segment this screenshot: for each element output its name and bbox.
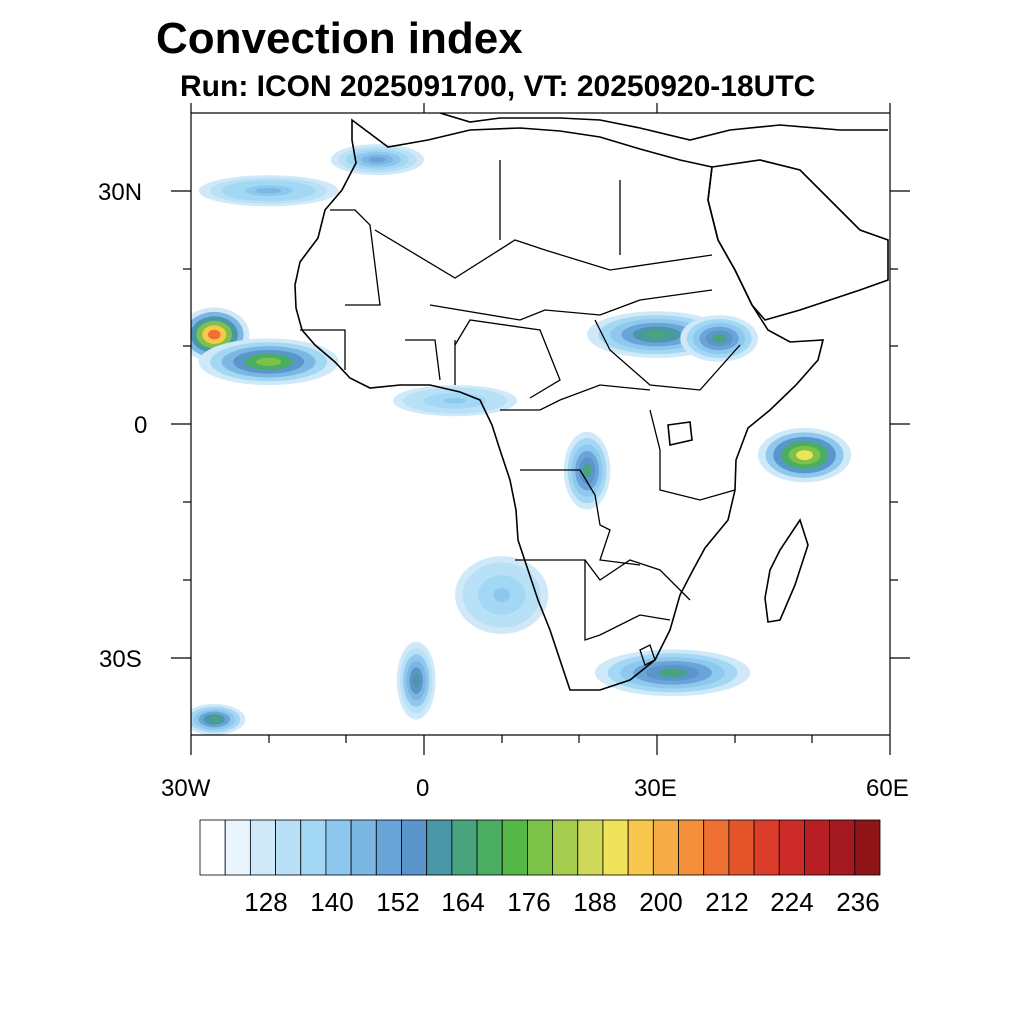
convection-contour	[582, 463, 592, 478]
colorbar-swatch	[804, 819, 831, 876]
africa-coastline	[294, 118, 825, 691]
chart-subtitle: Run: ICON 2025091700, VT: 20250920-18UTC	[180, 70, 816, 103]
convection-contour	[369, 156, 386, 163]
colorbar-swatch	[249, 819, 276, 876]
colorbar-swatch	[224, 819, 251, 876]
convection-contour	[493, 588, 511, 603]
colorbar-swatch	[753, 819, 780, 876]
madagascar-coastline	[764, 518, 809, 623]
colorbar-swatch	[728, 819, 755, 876]
chart-title: Convection index	[156, 14, 523, 63]
lon-label-30w: 30W	[161, 775, 211, 802]
colorbar-swatch	[350, 819, 377, 876]
colorbar-swatch	[627, 819, 654, 876]
colorbar-swatch	[678, 819, 705, 876]
colorbar-swatch	[275, 819, 302, 876]
colorbar-swatch	[426, 819, 453, 876]
colorbar-label: 176	[507, 887, 551, 917]
colorbar-swatch	[401, 819, 428, 876]
colorbar-swatch	[778, 819, 805, 876]
europe-coastline	[439, 113, 888, 141]
convection-contour	[712, 334, 727, 343]
colorbar-label: 164	[441, 887, 485, 917]
colorbar-label: 212	[705, 887, 749, 917]
colorbar-swatch	[476, 819, 503, 876]
arabia-coastline	[707, 159, 889, 321]
convection-contour	[208, 329, 221, 340]
colorbar-swatch	[451, 819, 478, 876]
convection-contour	[256, 187, 282, 194]
convection-contour	[796, 450, 813, 460]
colorbar-swatch	[854, 819, 881, 876]
lat-label-30n: 30N	[98, 179, 143, 206]
colorbar	[199, 819, 881, 876]
convection-contour	[443, 397, 467, 404]
colorbar-swatch	[703, 819, 730, 876]
convection-contour	[644, 330, 670, 339]
colorbar-label: 140	[310, 887, 354, 917]
colorbar-label: 152	[376, 887, 420, 917]
colorbar-label: 200	[639, 887, 683, 917]
lon-label-0: 0	[416, 775, 430, 802]
convection-field-layer	[191, 144, 852, 735]
map-frame	[190, 112, 891, 736]
colorbar-label: 188	[573, 887, 617, 917]
map-ticks	[171, 103, 910, 755]
colorbar-swatch	[552, 819, 579, 876]
colorbar-swatch	[602, 819, 629, 876]
convection-contour	[412, 673, 420, 688]
lon-label-30e: 30E	[634, 775, 677, 802]
lat-label-30s: 30S	[99, 646, 142, 673]
lon-label-60e: 60E	[866, 775, 909, 802]
colorbar-swatch	[527, 819, 553, 876]
colorbar-label: 236	[836, 887, 880, 917]
colorbar-swatch	[652, 819, 679, 876]
colorbar-swatch	[375, 819, 402, 876]
convection-contour	[256, 357, 282, 366]
lat-label-0: 0	[134, 412, 148, 439]
colorbar-swatch	[300, 819, 327, 876]
lake-victoria-coastline	[667, 421, 693, 446]
convection-contour	[208, 716, 220, 723]
convection-contour	[658, 668, 687, 677]
coastlines	[294, 113, 889, 691]
country-borders	[300, 160, 741, 666]
colorbar-swatch	[501, 819, 528, 876]
colorbar-swatch	[199, 819, 226, 876]
colorbar-label: 224	[770, 887, 814, 917]
colorbar-label: 128	[244, 887, 288, 917]
colorbar-swatch	[577, 819, 604, 876]
colorbar-swatch	[325, 819, 352, 876]
colorbar-swatch	[829, 819, 856, 876]
